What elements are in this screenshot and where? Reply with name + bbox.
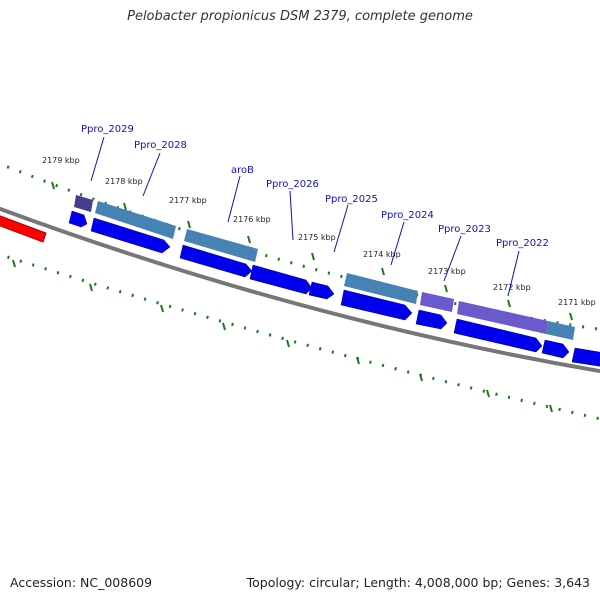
leader-ppro-2022 [507,250,520,297]
major-ticks [51,181,573,321]
gene-bar-ppro-2024 [420,292,454,312]
leader-ppro-2028 [142,152,161,197]
gene-label-ppro-2025: Ppro_2025 [325,194,378,205]
genome-summary: Topology: circular; Length: 4,008,000 bp… [246,575,590,590]
inner-tick [222,322,226,331]
scale-label-2177: 2177 kbp [169,196,207,205]
tick-2179 [51,181,55,190]
gene-bar-ppro-2023 [457,301,548,334]
scale-label-2173: 2173 kbp [428,267,466,276]
cds-arrow-ppro-2024 [415,309,448,330]
cds-arrow-arob [179,244,253,278]
rna-feature [0,215,47,243]
leader-ppro-2029 [90,136,105,182]
leader-arob [227,175,241,223]
cds-arrow-ppro-2025 [340,289,413,321]
map-title: Pelobacter propionicus DSM 2379, complet… [127,9,473,24]
cds-arrow-ppro-2028 [90,217,171,254]
inner-tick [549,404,553,413]
gene-bar-ppro-2025 [344,273,418,304]
inner-tick [286,339,290,348]
cds-arrow-ppro-2026 [249,264,313,295]
tick-2171 [569,312,573,321]
gene-bar-ppro-2028 [95,201,176,239]
leader-ppro-2026 [289,190,294,241]
inner-tick [419,373,423,382]
gene-label-arob: aroB [231,165,254,176]
genome-backbone [0,206,600,374]
scale-label-2172: 2172 kbp [493,283,531,292]
gene-label-ppro-2024: Ppro_2024 [381,210,434,221]
leader-ppro-2025 [333,204,349,253]
cds-arrow-small [308,281,335,300]
leader-ppro-2024 [390,221,405,266]
gene-label-ppro-2022: Ppro_2022 [496,238,549,249]
gene-bar-arob [184,229,258,262]
scale-label-2174: 2174 kbp [363,250,401,259]
gene-label-ppro-2026: Ppro_2026 [266,179,319,190]
gene-bar-ppro-2029 [74,195,93,212]
gene-bar-ppro-2022 [546,321,575,340]
cds-arrow-ppro-2023 [453,318,543,353]
scale-label-2175: 2175 kbp [298,233,336,242]
tick-2174 [381,267,385,276]
scale-label-2171: 2171 kbp [558,298,596,307]
inner-tick [12,259,16,268]
cds-arrow-edge [571,347,600,367]
gene-label-ppro-2029: Ppro_2029 [81,124,134,135]
scale-label-2179: 2179 kbp [42,156,80,165]
gene-labels: Ppro_2029 Ppro_2028 aroB Ppro_2026 Ppro_… [81,124,549,249]
inner-tick [160,304,164,313]
inner-major-ticks [12,259,553,413]
gene-track [74,195,575,340]
cds-track [68,210,600,367]
tick-2175 [311,252,315,261]
tick-2173 [444,284,448,293]
tick-2178 [123,202,127,211]
inner-tick [486,389,490,398]
tick-2176 [247,235,251,244]
gene-label-ppro-2028: Ppro_2028 [134,140,187,151]
inner-tick [89,283,93,292]
tick-2177 [187,220,191,229]
cds-arrow-ppro-2022 [541,339,570,359]
accession-label: Accession: NC_008609 [10,575,153,590]
leader-ppro-2023 [443,235,462,282]
tick-2172 [507,299,511,308]
scale-label-2178: 2178 kbp [105,177,143,186]
inner-tick [356,356,360,365]
cds-arrow-ppro-2029 [68,210,88,228]
label-leaders [90,136,520,297]
scale-label-2176: 2176 kbp [233,215,271,224]
gene-label-ppro-2023: Ppro_2023 [438,224,491,235]
scale-labels: 2179 kbp 2178 kbp 2177 kbp 2176 kbp 2175… [42,156,596,307]
